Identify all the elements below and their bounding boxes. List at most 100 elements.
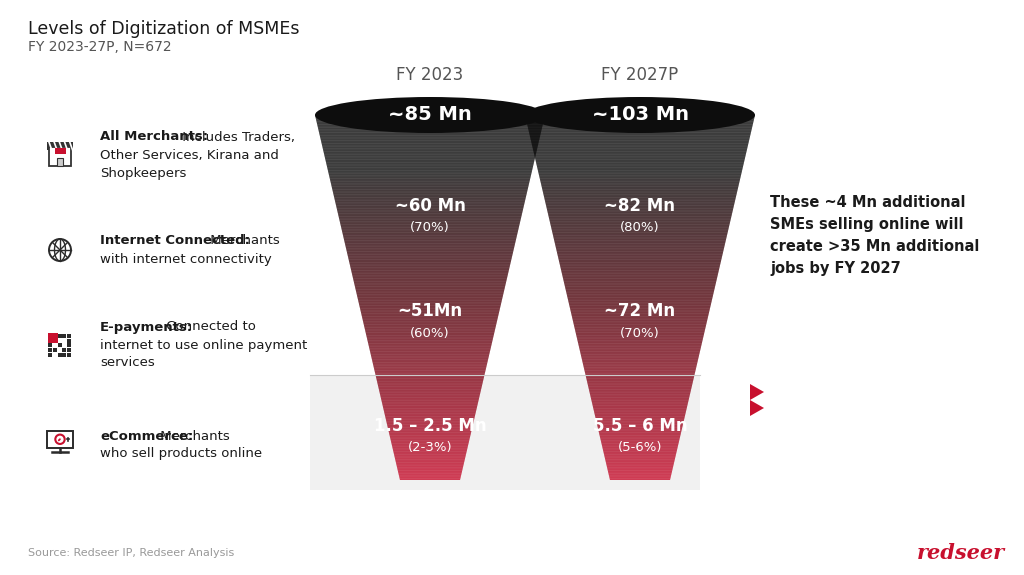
Polygon shape — [545, 200, 735, 201]
Polygon shape — [599, 432, 681, 434]
Text: services: services — [100, 356, 155, 370]
Polygon shape — [527, 124, 753, 125]
Polygon shape — [586, 374, 694, 375]
Polygon shape — [328, 167, 532, 168]
Bar — [310, 375, 700, 490]
Polygon shape — [552, 231, 728, 232]
Polygon shape — [367, 338, 493, 339]
Polygon shape — [337, 207, 523, 208]
Polygon shape — [362, 318, 498, 319]
Polygon shape — [381, 396, 479, 397]
Text: ~60 Mn: ~60 Mn — [394, 197, 466, 215]
Polygon shape — [383, 407, 477, 408]
Polygon shape — [570, 309, 710, 310]
Bar — [48, 339, 52, 343]
Text: SMEs selling online will: SMEs selling online will — [770, 217, 964, 232]
Polygon shape — [361, 313, 499, 315]
Polygon shape — [575, 334, 705, 335]
Polygon shape — [329, 175, 530, 177]
Polygon shape — [317, 126, 543, 128]
Polygon shape — [372, 359, 488, 361]
Polygon shape — [570, 310, 710, 312]
Polygon shape — [372, 356, 488, 357]
Polygon shape — [365, 328, 496, 329]
Polygon shape — [540, 178, 740, 179]
Polygon shape — [575, 329, 705, 331]
Polygon shape — [541, 181, 739, 182]
Polygon shape — [598, 427, 682, 428]
Bar — [57, 353, 61, 357]
Polygon shape — [384, 409, 476, 410]
Polygon shape — [547, 208, 733, 209]
Polygon shape — [393, 453, 466, 454]
Polygon shape — [602, 446, 678, 447]
Polygon shape — [319, 132, 541, 133]
Polygon shape — [564, 281, 716, 282]
Polygon shape — [328, 171, 531, 172]
Polygon shape — [598, 428, 682, 429]
Polygon shape — [398, 475, 461, 476]
Polygon shape — [370, 348, 490, 350]
Polygon shape — [591, 396, 689, 397]
Polygon shape — [378, 383, 482, 384]
Polygon shape — [390, 437, 470, 438]
Polygon shape — [338, 215, 521, 216]
Polygon shape — [373, 364, 487, 365]
Bar — [57, 158, 62, 166]
Polygon shape — [348, 258, 512, 259]
Polygon shape — [391, 441, 469, 442]
Polygon shape — [360, 312, 499, 313]
Polygon shape — [358, 301, 502, 302]
Polygon shape — [342, 229, 518, 231]
Polygon shape — [526, 122, 754, 123]
Polygon shape — [355, 289, 505, 290]
Polygon shape — [337, 209, 523, 210]
Polygon shape — [553, 233, 727, 234]
Polygon shape — [392, 447, 468, 448]
Polygon shape — [317, 124, 543, 125]
Polygon shape — [378, 385, 482, 386]
Polygon shape — [335, 200, 525, 201]
Polygon shape — [348, 256, 512, 258]
Polygon shape — [336, 204, 524, 205]
Polygon shape — [555, 243, 725, 244]
Polygon shape — [390, 439, 470, 440]
Polygon shape — [581, 353, 699, 354]
Polygon shape — [374, 365, 486, 366]
Polygon shape — [335, 201, 525, 202]
Polygon shape — [386, 420, 474, 421]
Polygon shape — [591, 399, 689, 400]
Polygon shape — [377, 378, 483, 380]
Polygon shape — [536, 162, 744, 163]
Polygon shape — [394, 456, 466, 457]
Polygon shape — [394, 457, 465, 458]
Polygon shape — [324, 154, 536, 155]
Polygon shape — [602, 447, 678, 448]
Polygon shape — [556, 248, 724, 250]
Polygon shape — [609, 476, 671, 477]
Polygon shape — [579, 343, 701, 344]
Polygon shape — [392, 445, 468, 446]
Polygon shape — [590, 394, 690, 396]
Polygon shape — [354, 283, 506, 285]
Polygon shape — [565, 286, 715, 288]
Polygon shape — [575, 331, 705, 332]
Polygon shape — [583, 363, 697, 364]
Polygon shape — [605, 458, 675, 459]
Polygon shape — [568, 300, 712, 301]
Polygon shape — [582, 357, 698, 358]
Polygon shape — [572, 317, 708, 318]
Polygon shape — [561, 271, 719, 272]
Text: internet to use online payment: internet to use online payment — [100, 339, 307, 351]
Polygon shape — [360, 308, 500, 309]
Polygon shape — [344, 239, 516, 240]
Polygon shape — [386, 418, 474, 419]
Polygon shape — [394, 454, 466, 455]
Polygon shape — [562, 274, 718, 275]
Text: (2-3%): (2-3%) — [408, 442, 453, 454]
Polygon shape — [548, 215, 732, 216]
Polygon shape — [394, 455, 466, 456]
Polygon shape — [525, 117, 755, 118]
Polygon shape — [355, 286, 505, 288]
Polygon shape — [590, 392, 690, 393]
